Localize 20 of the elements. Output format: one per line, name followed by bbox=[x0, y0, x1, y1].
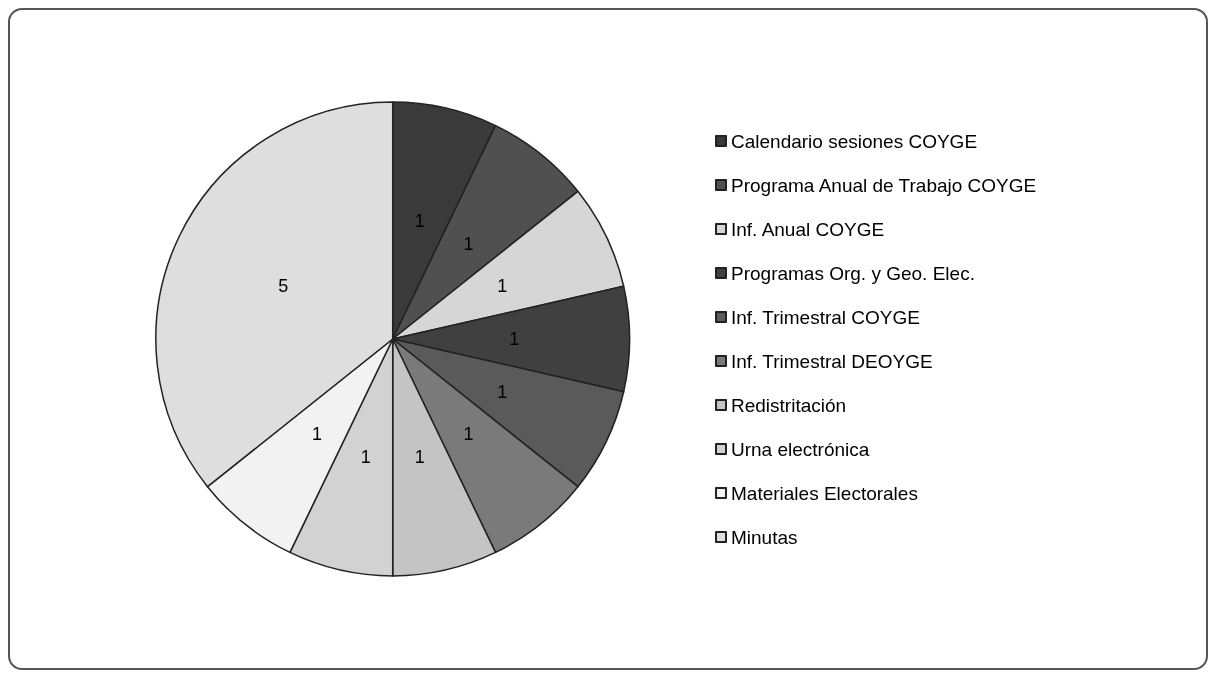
data-label: 1 bbox=[463, 234, 474, 255]
legend-label: Materiales Electorales bbox=[731, 482, 918, 504]
data-label: 1 bbox=[497, 381, 508, 402]
legend-label: Redistritación bbox=[731, 394, 847, 416]
legend-label: Programas Org. y Geo. Elec. bbox=[731, 262, 975, 284]
legend-label: Inf. Anual COYGE bbox=[731, 218, 885, 240]
data-label: 1 bbox=[312, 423, 323, 444]
legend-label: Calendario sesiones COYGE bbox=[731, 130, 978, 152]
data-label: 1 bbox=[360, 447, 371, 468]
data-label: 1 bbox=[414, 210, 425, 231]
legend-label: Urna electrónica bbox=[731, 438, 870, 460]
data-label: 1 bbox=[414, 447, 425, 468]
data-label: 1 bbox=[509, 329, 520, 349]
legend-label: Programa Anual de Trabajo COYGE bbox=[731, 174, 1037, 196]
data-label: 1 bbox=[463, 423, 474, 444]
legend-label: Inf. Trimestral COYGE bbox=[731, 306, 920, 328]
legend-label: Minutas bbox=[731, 526, 798, 548]
data-label: 1 bbox=[497, 276, 508, 297]
legend-label: Inf. Trimestral DEOYGE bbox=[731, 350, 933, 372]
data-label: 5 bbox=[278, 276, 289, 297]
